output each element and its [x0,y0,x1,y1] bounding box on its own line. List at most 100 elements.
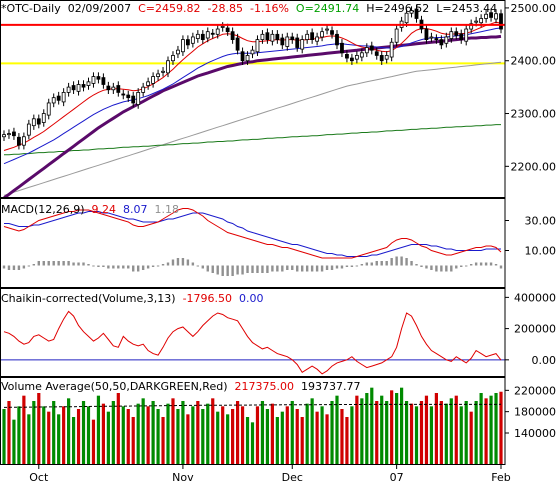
macd-histogram-bar [246,265,249,273]
price-bar-body [484,13,488,19]
macd-histogram-bar [350,265,354,267]
price-bar-body [454,31,459,36]
macd-header-part: 1.18 [155,203,180,216]
price-bar-body [349,57,354,62]
macd-histogram-bar [435,265,438,272]
volume-bar [181,401,185,465]
volume-bar [434,393,438,465]
volume-bar [260,401,265,465]
price-bar-body [116,85,121,93]
macd-histogram-bar [340,265,344,269]
volume-bar [310,398,314,465]
price-bar-body [225,27,230,33]
macd-histogram-bar [310,265,314,272]
price-bar-body [270,33,275,42]
volume-bar [444,403,448,465]
volume-bar [489,395,493,465]
macd-histogram-bar [305,265,309,272]
price-bar-body [7,133,11,136]
volume-bar [345,417,349,465]
volume-bar [17,406,21,465]
macd-histogram-bar [390,258,393,266]
macd-histogram-bar [499,265,503,269]
price-bar-body [56,95,61,101]
price-bar-body [36,118,41,125]
macd-histogram-bar [345,265,349,267]
price-bar-body [235,37,240,51]
price-bar-body [31,118,36,127]
price-bar-body [215,28,220,35]
macd-histogram-bar [465,265,468,267]
volume-bar [449,398,453,465]
macd-histogram-bar [107,265,110,269]
chaikin-header: Chaikin-corrected(Volume,3,13) -1796.50 0.… [1,292,264,305]
price-bar-body [71,85,76,91]
volume-bar [439,401,443,465]
volume-bar [409,403,414,465]
macd-histogram-bar [216,265,219,275]
volume-bar [255,406,260,465]
macd-histogram-bar [405,258,408,266]
macd-histogram-bar [385,261,388,266]
price-bar-body [255,39,260,53]
macd-histogram-bar [455,265,458,269]
volume-average-line [3,403,502,408]
macd-histogram-bar [415,264,418,266]
macd-panel: 30.00 10.00 [2,208,556,276]
volume-bar [171,398,175,465]
macd-histogram-bar [460,265,463,267]
macd-histogram-bar [365,262,369,266]
volume-bar [131,417,135,465]
price-bar-body [280,37,285,46]
macd-line [3,208,502,259]
price-bar-body [41,113,46,123]
x-axis-label: Nov [172,471,194,484]
price-bar-body [439,39,444,46]
price-bar-body [345,53,349,59]
price-bar-body [379,55,384,62]
price-bar-body [285,36,290,47]
macd-histogram-bar [400,256,403,266]
macd-histogram-bar [141,265,145,270]
price-bar-body [394,28,399,43]
volume-bar [211,398,215,465]
panel-headers: *OTC-Daily 02/09/2007 C=2459.82 -28.85 -1.16… [1,2,497,393]
price-bar-body [166,60,170,74]
volume-bar [141,398,145,465]
volume-axis-tick-label: 180000 [514,406,556,419]
macd-histogram-bar [241,265,244,275]
volume-bar [335,395,339,465]
volume-bar [37,393,41,465]
macd-histogram-bar [7,265,11,270]
volume-bar [91,419,96,465]
macd-histogram-bar [325,265,329,270]
macd-histogram-bar [176,258,180,266]
macd-histogram-bar [112,265,115,269]
macd-histogram-bar [301,265,304,272]
macd-histogram-bar [251,265,254,273]
volume-bar [325,414,329,465]
macd-histogram-bar [37,261,40,266]
macd-histogram-bar [450,265,453,272]
volume-bar [57,414,61,465]
macd-histogram-bar [469,264,473,266]
price-bar-body [449,31,454,39]
volume-bar [454,395,458,465]
volume-bar [156,409,160,465]
price-bar-body [146,81,151,86]
price-bar-body [325,28,329,31]
macd-histogram-bar [67,261,70,266]
volume-bar [81,401,86,465]
macd-histogram-bar [72,262,75,266]
macd-histogram-bar [320,265,324,272]
macd-histogram-bar [271,265,274,272]
macd-histogram-bar [117,265,120,269]
volume-bar [32,401,36,465]
volume-bar [380,395,384,465]
volume-bar [305,403,309,465]
volume-bar [300,417,304,465]
price-header: *OTC-Daily 02/09/2007 C=2459.82 -28.85 -1.16… [1,2,497,15]
volume-axis-tick-label: 140000 [514,427,556,440]
volume-bar [400,387,404,465]
volume-bar [459,406,463,465]
